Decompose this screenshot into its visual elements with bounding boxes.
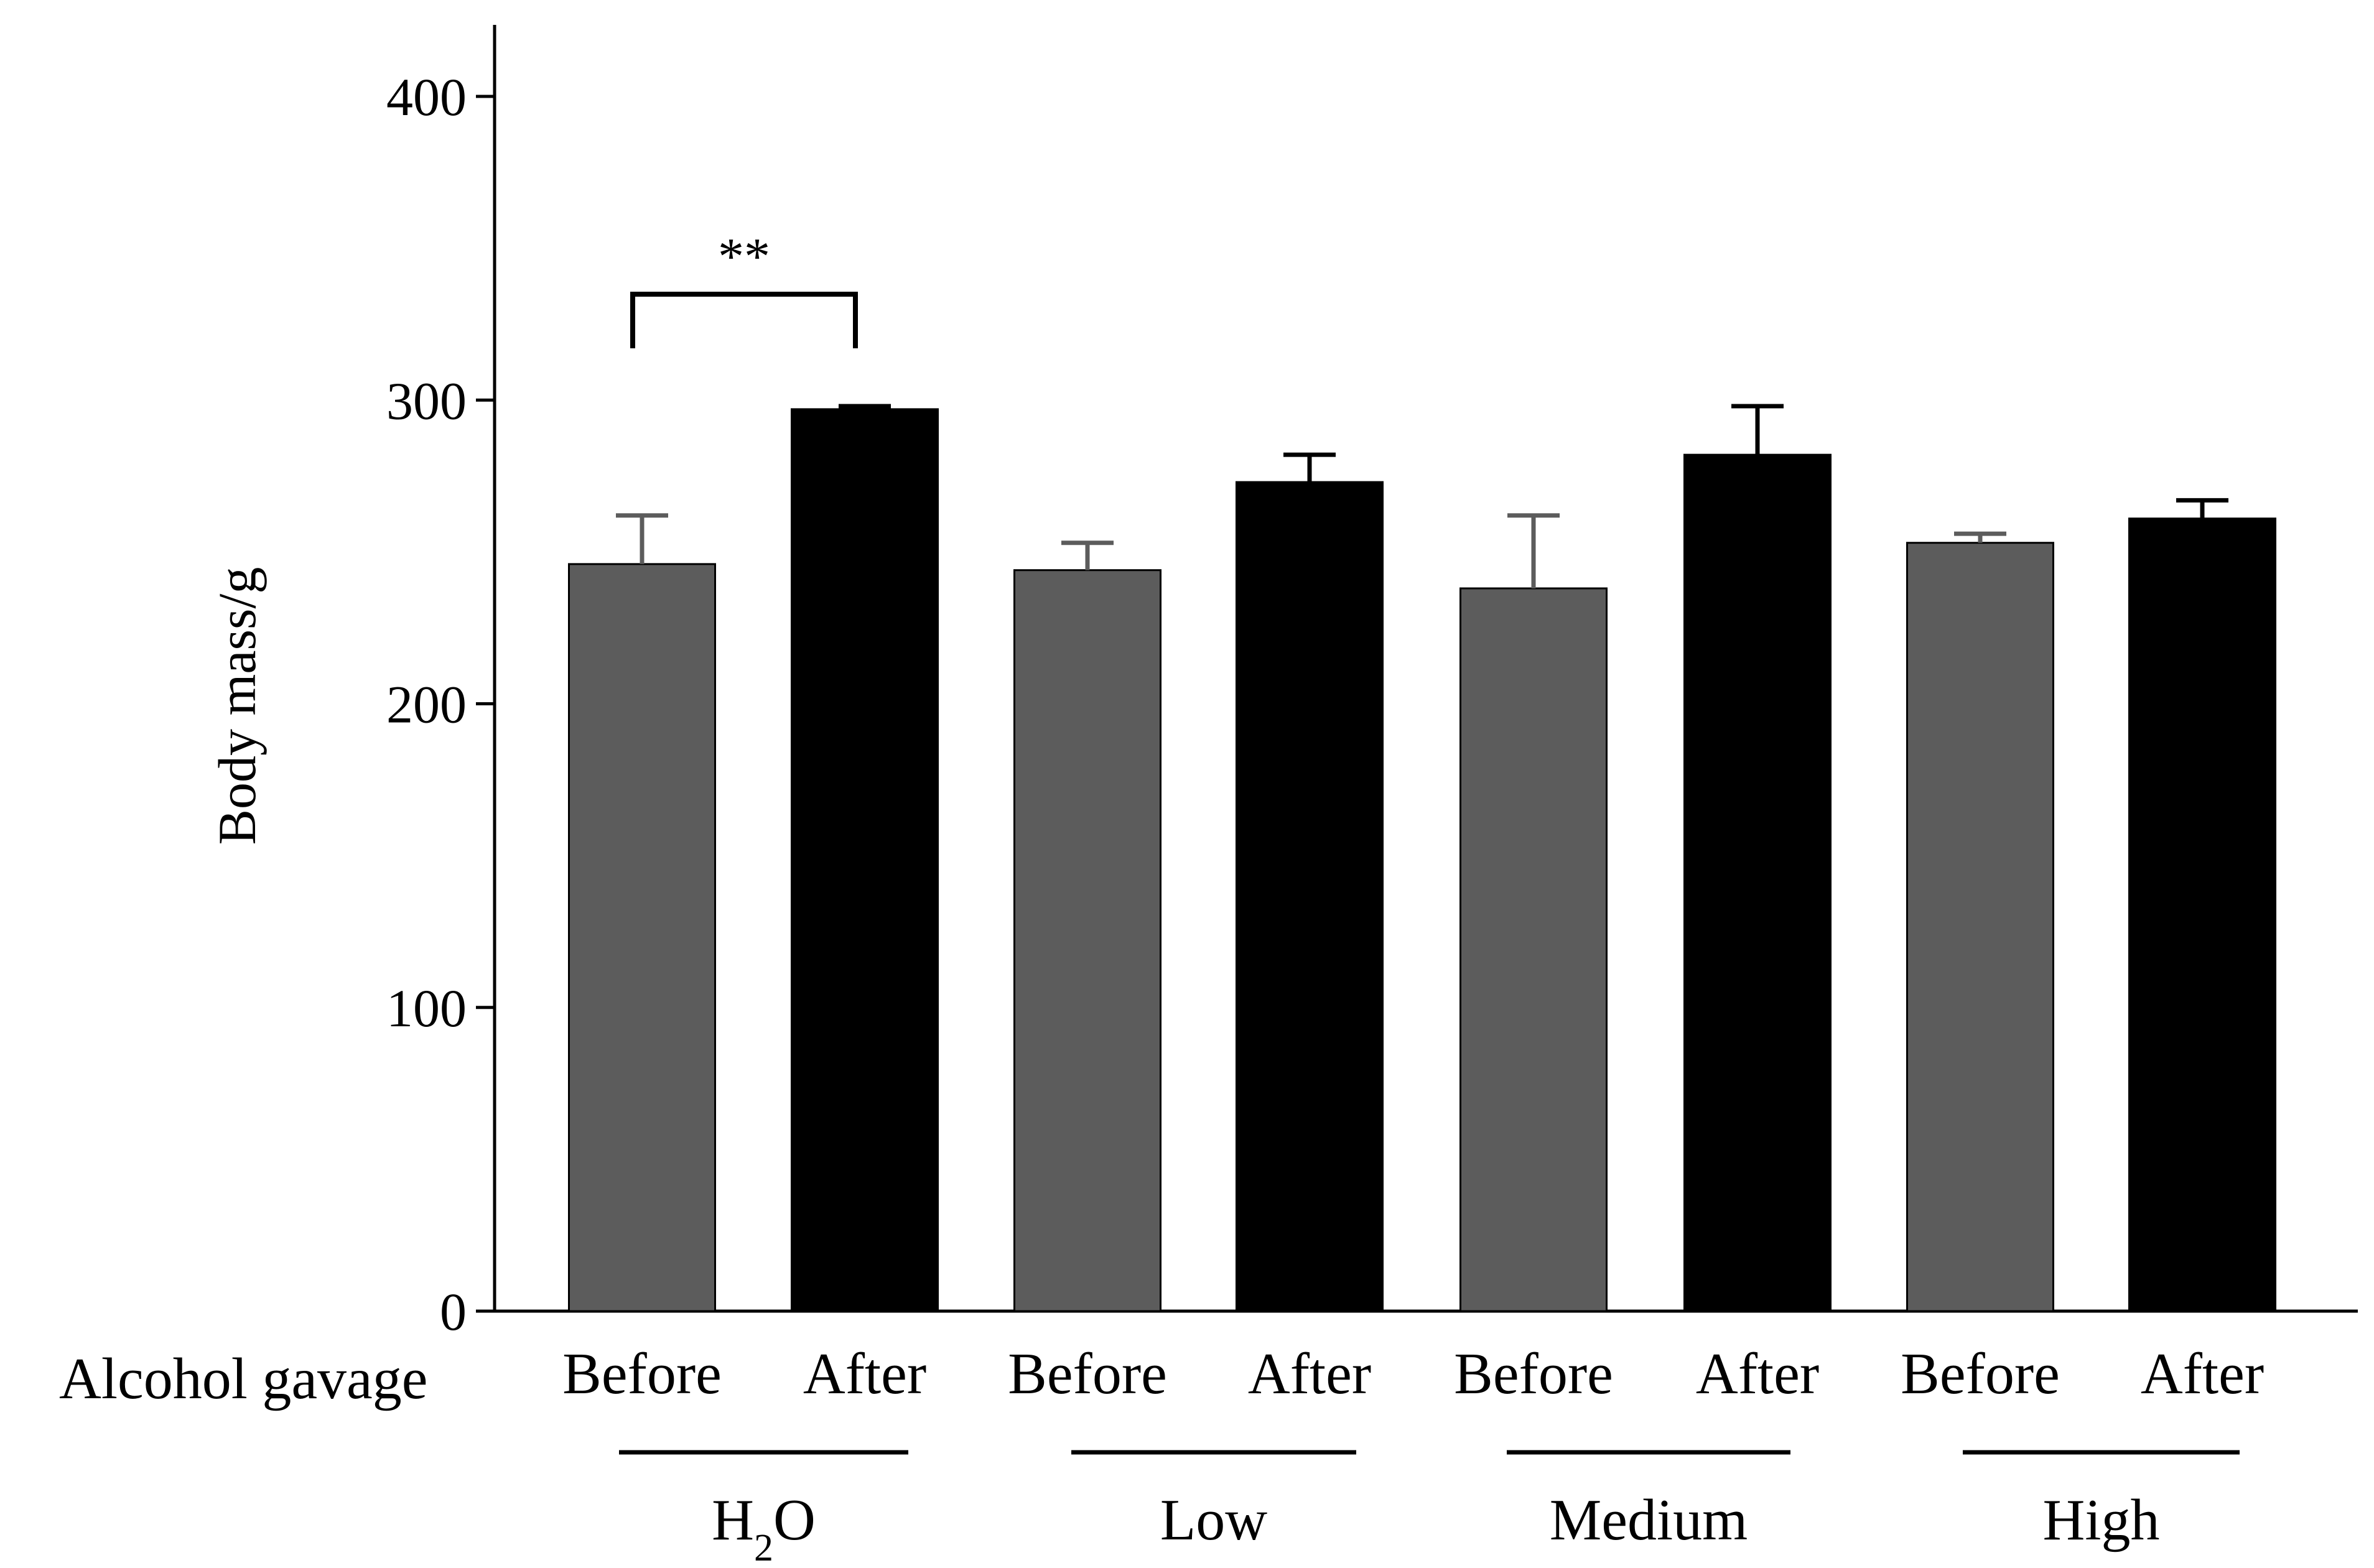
group-label: H2O [712,1488,816,1568]
group-label: High [2043,1488,2160,1552]
x-tick-label: Before [1901,1342,2060,1406]
y-tick-label: 100 [386,978,467,1038]
significance-bracket [630,292,858,348]
x-tick-label: Before [562,1342,722,1406]
bar-before [1013,569,1161,1312]
bar-before [568,563,716,1312]
bar-after [791,408,939,1312]
x-tick-label: Before [1454,1342,1613,1406]
x-tick-label: Before [1008,1342,1167,1406]
bar-after [1683,453,1832,1312]
y-tick-label: 0 [440,1282,467,1342]
group-label: Medium [1550,1488,1748,1552]
y-tick-label: 200 [386,675,467,735]
y-tick-label: 400 [386,67,467,127]
group-label: Low [1160,1488,1267,1552]
bar-after [1236,481,1384,1312]
x-tick-label: After [1248,1342,1371,1406]
bar-after [2128,517,2276,1312]
y-axis-label: Body mass/g [207,567,267,845]
labels: Before After Before After Before After Before A… [562,228,2264,1568]
y-tick-label: 300 [386,371,467,430]
x-tick-label: After [1696,1342,1819,1406]
bar-before [1459,587,1608,1312]
x-axis-title: Alcohol gavage [59,1347,428,1411]
x-tick-label: After [803,1342,926,1406]
significance-label: ** [718,228,770,285]
x-tick-label: After [2141,1342,2264,1406]
bars [568,404,2276,1312]
bar-before [1906,542,2054,1312]
